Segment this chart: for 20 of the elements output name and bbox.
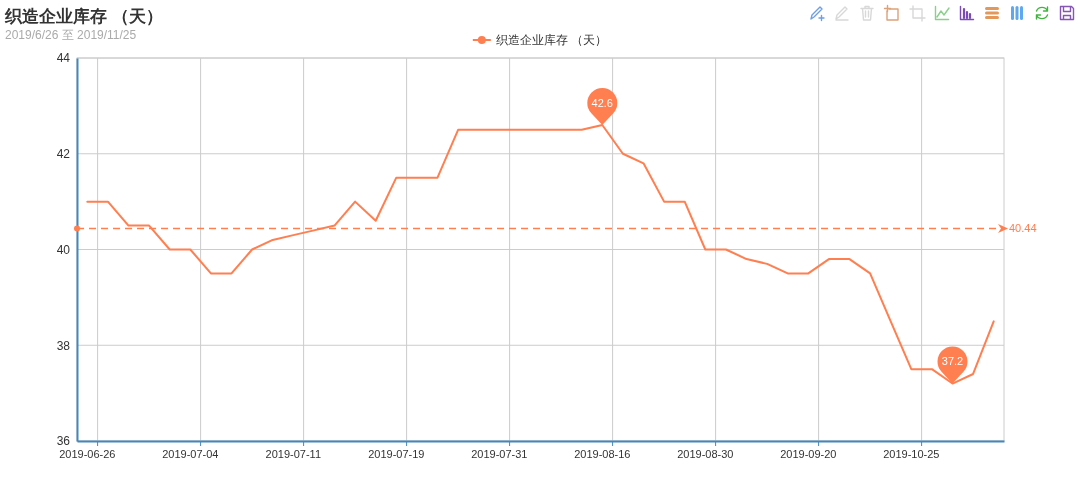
x-tick-label: 2019-08-30	[677, 447, 734, 460]
chart-subtitle: 2019/6/26 至 2019/11/25	[5, 28, 137, 42]
x-tick-label: 2019-06-26	[59, 447, 116, 460]
legend-label: 织造企业库存 （天）	[495, 33, 608, 48]
x-tick-label: 2019-07-04	[162, 447, 219, 460]
x-tick-label: 2019-08-16	[574, 447, 631, 460]
y-tick-label: 36	[56, 434, 71, 449]
data-label: 37.2	[941, 355, 964, 368]
y-tick-label: 42	[56, 147, 71, 162]
x-tick-label: 2019-07-19	[368, 447, 425, 460]
x-tick-label: 2019-09-20	[780, 447, 837, 460]
y-tick-label: 40	[56, 242, 71, 257]
y-tick-label: 44	[56, 51, 71, 66]
x-tick-label: 2019-07-31	[471, 447, 528, 460]
chart-title: 织造企业库存 （天）	[4, 7, 163, 26]
data-label: 42.6	[591, 96, 614, 109]
ref-line-label: 40.44	[1009, 222, 1037, 235]
x-tick-label: 2019-10-25	[883, 447, 940, 460]
x-tick-label: 2019-07-11	[265, 447, 322, 460]
y-tick-label: 38	[56, 338, 71, 353]
